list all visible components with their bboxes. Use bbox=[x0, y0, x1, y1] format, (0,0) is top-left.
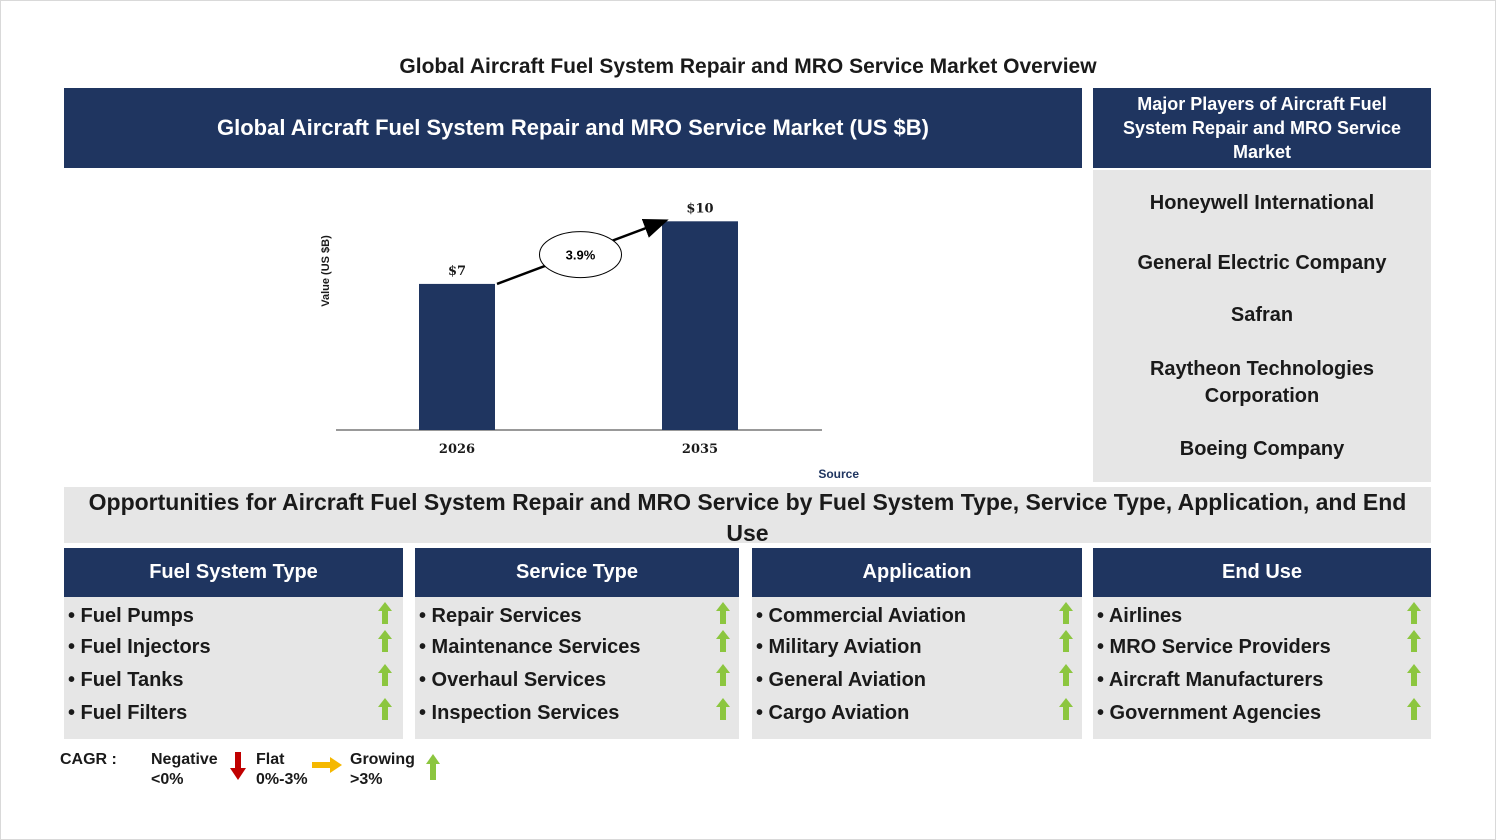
segment-item: • Overhaul Services bbox=[419, 669, 607, 691]
player-item: Boeing Company bbox=[1179, 438, 1345, 460]
players-header: Major Players of Aircraft Fuel System Re… bbox=[1093, 88, 1431, 168]
up-arrow-icon bbox=[716, 602, 730, 624]
segment-item: • Aircraft Manufacturers bbox=[1097, 669, 1324, 691]
player-item: Honeywell International bbox=[1149, 192, 1375, 214]
up-arrow-icon bbox=[378, 602, 392, 624]
segment-item: • Fuel Pumps bbox=[68, 605, 194, 627]
legend-growing-range: >3% bbox=[350, 771, 383, 788]
legend-cagr-label: CAGR : bbox=[60, 751, 117, 768]
legend-growing-label: Growing bbox=[350, 751, 415, 768]
up-arrow-icon bbox=[1407, 698, 1421, 720]
segment-item: • Inspection Services bbox=[419, 702, 620, 724]
up-arrow-icon bbox=[378, 664, 392, 686]
bar-2035 bbox=[662, 221, 738, 430]
segment-header-fuel-system-type: Fuel System Type bbox=[64, 548, 403, 597]
legend-negative: Negative <0% bbox=[151, 750, 218, 790]
up-arrow-icon bbox=[716, 630, 730, 652]
y-axis-label: Value (US $B) bbox=[320, 235, 332, 307]
segment-item: • Commercial Aviation bbox=[756, 605, 967, 627]
segment-item: • Fuel Filters bbox=[68, 702, 188, 724]
segment-item: • Maintenance Services bbox=[419, 636, 641, 658]
legend-flat-label: Flat bbox=[256, 751, 285, 768]
legend-negative-label: Negative bbox=[151, 751, 218, 768]
up-arrow-icon bbox=[1407, 664, 1421, 686]
legend-negative-range: <0% bbox=[151, 771, 184, 788]
bar-2026 bbox=[419, 283, 495, 430]
segment-item: • Repair Services bbox=[419, 605, 582, 627]
opportunities-title: Opportunities for Aircraft Fuel System R… bbox=[64, 487, 1431, 546]
up-arrow-icon bbox=[426, 754, 440, 780]
up-arrow-icon bbox=[716, 698, 730, 720]
legend-flat-range: 0%-3% bbox=[256, 771, 308, 788]
segment-item: • Fuel Tanks bbox=[68, 669, 184, 691]
bar-value-label: $10 bbox=[686, 201, 713, 216]
segment-box-service-type: • Repair Services • Maintenance Services… bbox=[415, 597, 739, 739]
page-title: Global Aircraft Fuel System Repair and M… bbox=[399, 55, 1097, 78]
up-arrow-icon bbox=[1059, 698, 1073, 720]
legend-flat: Flat 0%-3% bbox=[256, 750, 308, 790]
up-arrow-icon bbox=[1407, 602, 1421, 624]
up-arrow-icon bbox=[1059, 664, 1073, 686]
chart-header: Global Aircraft Fuel System Repair and M… bbox=[64, 88, 1082, 168]
x-tick-label: 2026 bbox=[439, 442, 475, 457]
segment-item: • MRO Service Providers bbox=[1097, 636, 1331, 658]
legend-growing: Growing >3% bbox=[350, 750, 415, 790]
segment-header-service-type: Service Type bbox=[415, 548, 739, 597]
cagr-label: 3.9% bbox=[566, 248, 596, 263]
segment-item: • General Aviation bbox=[756, 669, 927, 691]
segment-item: • Cargo Aviation bbox=[756, 702, 910, 724]
segment-box-end-use: • Airlines • MRO Service Providers • Air… bbox=[1093, 597, 1431, 739]
up-arrow-icon bbox=[716, 664, 730, 686]
up-arrow-icon bbox=[378, 630, 392, 652]
segment-box-application: • Commercial Aviation • Military Aviatio… bbox=[752, 597, 1082, 739]
up-arrow-icon bbox=[1059, 630, 1073, 652]
right-arrow-icon bbox=[312, 757, 342, 773]
segment-item: • Government Agencies bbox=[1097, 702, 1322, 724]
player-item: Safran bbox=[1230, 304, 1294, 326]
segment-box-fuel-system-type: • Fuel Pumps • Fuel Injectors • Fuel Tan… bbox=[64, 597, 403, 739]
down-arrow-icon bbox=[230, 752, 246, 780]
chart-source: Source : Lucintel bbox=[818, 467, 860, 481]
bar-value-label: $7 bbox=[448, 264, 466, 279]
segment-header-end-use: End Use bbox=[1093, 548, 1431, 597]
cagr-ellipse bbox=[539, 231, 622, 279]
segment-item: • Fuel Injectors bbox=[68, 636, 211, 658]
up-arrow-icon bbox=[1407, 630, 1421, 652]
x-tick-label: 2035 bbox=[682, 442, 718, 457]
segment-item: • Airlines bbox=[1097, 605, 1183, 627]
players-list: Honeywell International General Electric… bbox=[1093, 170, 1431, 482]
up-arrow-icon bbox=[1059, 602, 1073, 624]
segment-header-application: Application bbox=[752, 548, 1082, 597]
player-item: Raytheon Technologies Corporation bbox=[1149, 358, 1375, 407]
market-bar-chart: Value (US $B) $7 2026 $10 2035 3.9% Source … bbox=[320, 201, 860, 481]
up-arrow-icon bbox=[378, 698, 392, 720]
player-item: General Electric Company bbox=[1137, 252, 1387, 274]
segment-item: • Military Aviation bbox=[756, 636, 922, 658]
